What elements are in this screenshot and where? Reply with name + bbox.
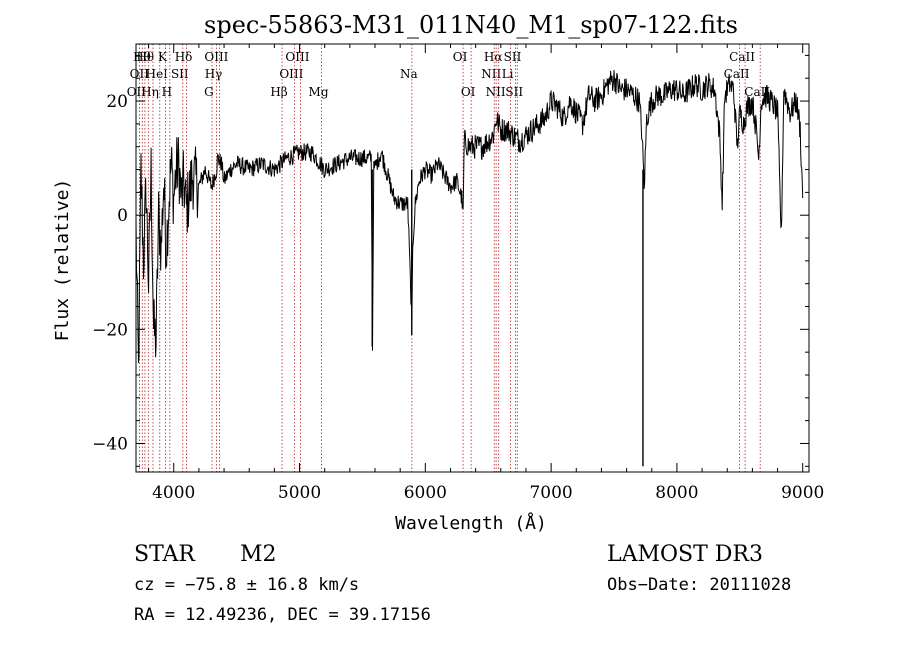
line-marker-label: SII xyxy=(504,50,522,64)
line-marker-label: Hα xyxy=(484,50,503,64)
line-marker-label: OIII xyxy=(279,67,303,81)
object-class: STAR xyxy=(134,542,196,567)
spectrum-line xyxy=(135,70,804,364)
line-marker-label: NII xyxy=(486,85,506,99)
line-marker-label: Hθ xyxy=(136,50,154,64)
survey-name: LAMOST DR3 xyxy=(607,542,763,567)
redshift-text: cz = −75.8 ± 16.8 km/s xyxy=(134,575,359,595)
line-marker-label: HeI xyxy=(146,67,169,81)
line-marker-label: CaII xyxy=(729,50,755,64)
y-tick-label: 0 xyxy=(117,206,128,226)
y-tick-label: −20 xyxy=(92,320,128,340)
line-marker-label: OII xyxy=(130,67,150,81)
line-marker-label: Hβ xyxy=(270,85,287,99)
spectrum-series xyxy=(135,70,804,467)
line-marker-label: Na xyxy=(400,67,418,81)
x-tick-label: 5000 xyxy=(278,483,321,503)
line-marker-label: K xyxy=(158,50,168,64)
line-marker-label: G xyxy=(204,85,214,99)
x-tick-label: 9000 xyxy=(781,483,824,503)
y-axis-label: Flux (relative) xyxy=(52,179,73,342)
line-marker-label: OI xyxy=(453,50,468,64)
line-marker-label: SII xyxy=(505,85,523,99)
plot-frame xyxy=(135,43,810,473)
line-marker-label: SII xyxy=(171,67,189,81)
line-marker-label: Mg xyxy=(309,85,329,99)
y-axis: −40 −20 0 20 xyxy=(92,54,809,467)
x-tick-label: 8000 xyxy=(655,483,698,503)
x-axis-label: Wavelength (Å) xyxy=(395,512,547,534)
line-marker-label: OII xyxy=(127,85,147,99)
x-axis: 4000 5000 6000 7000 8000 9000 xyxy=(148,44,824,503)
line-marker-label: OIII xyxy=(204,50,228,64)
y-tick-label: −40 xyxy=(92,434,128,454)
chart-title: spec-55863-M31_011N40_M1_sp07-122.fits xyxy=(204,11,738,39)
x-tick-label: 6000 xyxy=(404,483,447,503)
line-marker-label: H xyxy=(162,85,172,99)
line-marker-label: Hγ xyxy=(205,67,223,81)
line-marker-label: Hθ xyxy=(133,50,151,64)
line-marker-label: OI xyxy=(461,85,476,99)
x-tick-label: 4000 xyxy=(152,483,195,503)
line-marker-label: Hδ xyxy=(175,50,193,64)
coordinates-text: RA = 12.49236, DEC = 39.17156 xyxy=(134,605,431,625)
object-subclass: M2 xyxy=(240,542,277,567)
line-markers: OIIOIIHθHθHηHeIKHSIIHδGHγOIIIHβOIIIOIIIM… xyxy=(127,44,770,472)
line-marker-label: Li xyxy=(502,67,514,81)
x-tick-label: 7000 xyxy=(529,483,572,503)
y-tick-label: 20 xyxy=(106,92,128,112)
line-marker-label: NII xyxy=(481,67,501,81)
obs-date-text: Obs−Date: 20111028 xyxy=(607,575,791,595)
line-marker-label: Hη xyxy=(141,85,159,99)
line-marker-label: CaII xyxy=(724,67,750,81)
line-marker-label: OIII xyxy=(285,50,309,64)
